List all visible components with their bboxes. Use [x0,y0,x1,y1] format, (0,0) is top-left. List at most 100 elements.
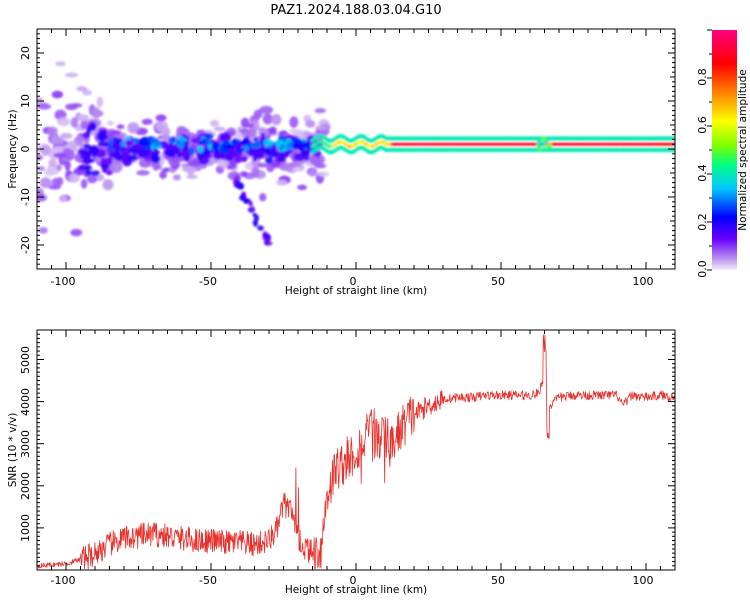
spectrogram-cell [268,126,277,134]
spectrogram-cell [314,125,326,130]
spectrogram-cell [83,143,91,150]
snr-series-line [37,334,675,570]
spectrogram-cell [234,155,242,164]
x-tick-label: 100 [633,574,654,587]
spectrogram-cell [101,157,113,165]
spectrogram-cell [253,219,258,227]
spectrogram-cell [120,146,125,153]
spectrogram-cell [207,143,213,151]
spectrogram-cell [544,138,549,143]
snr-ticks [36,330,676,570]
spectrogram-cell [87,175,98,184]
spectrogram-cell [73,135,84,147]
colorbar-tick-label: 0.6 [696,116,709,134]
y-tick-label: 5000 [19,346,32,374]
spectrogram-cell [262,233,271,239]
spectrogram-cell [38,227,48,234]
chart-title: PAZ1.2024.188.03.04.G10 [270,3,441,18]
spectrogram-cell [541,136,546,141]
spectrogram-cell [58,195,68,203]
y-tick-label: 2000 [19,472,32,500]
colorbar-tick-label: 0.8 [696,68,709,86]
spectrogram-cell [47,126,58,136]
spectrogram-cell [124,136,131,141]
spectrogram-cell [249,206,255,212]
spectrogram-cell [247,128,258,139]
spectrogram-cell [37,154,44,161]
colorbar-tick-label: 0.2 [696,213,709,231]
spectrogram-cell [305,120,316,128]
x-tick-label: 50 [491,275,505,288]
spectrogram-cell [109,148,116,153]
spectrogram-cell [257,162,268,168]
y-tick-label: 10 [19,94,32,108]
spectrogram-cell [302,142,312,149]
spectrogram-cell [48,159,57,167]
spectrogram-cell [64,72,79,78]
x-tick-label: 0 [350,275,357,288]
spectrogram-cell [262,113,273,125]
colorbar: 0.0 0.2 0.4 0.6 0.8 Normalized spectral … [696,29,749,278]
spectrogram-cell [271,149,278,156]
colorbar-tick-label: 0.4 [696,164,709,182]
x-tick-label: -50 [199,275,217,288]
spectrogram-cell [127,122,140,134]
y-tick-label: -10 [19,188,32,206]
spectrogram-cell [53,137,64,145]
spectrogram-cell [253,109,263,119]
spectrogram-cell [188,147,196,154]
y-tick-label: 4000 [19,388,32,416]
spectrogram-cell [160,133,171,141]
spectrogram-cell [152,142,162,147]
spectrogram-cell [297,184,308,191]
spectrogram-cell [96,96,104,108]
spectrogram-cell [181,166,190,172]
spectrogram-cell [536,140,541,145]
x-axis-label: Height of straight line (km) [285,285,427,297]
spectrogram-cell [68,173,80,183]
spectrogram-cell [51,90,64,99]
spectrogram-cell [82,89,92,96]
spectrogram-cell [80,178,88,189]
spectrogram-cell [317,171,330,177]
spectrogram-cell [183,141,190,145]
spectrogram-cell [257,225,264,231]
spectrogram-cell [85,169,92,176]
spectrogram-cell [251,119,260,132]
spectrogram-cell [259,105,274,114]
spectrogram-cell [309,154,322,166]
spectrogram-cell [37,166,46,171]
y-tick-label: 3000 [19,430,32,458]
y-tick-label: 20 [19,46,32,60]
spectrogram-cell [222,139,229,146]
spectrogram-cell [537,147,542,152]
spectrogram-cell [159,171,167,179]
spectrogram-cell [64,160,71,171]
spectrogram-ticks [36,28,676,270]
spectrogram-cell [120,141,127,147]
spectrogram-cell [177,141,185,149]
spectrogram-cell [77,164,89,171]
spectrogram-cell [51,177,61,187]
spectrogram-cell [186,164,195,176]
spectrogram-cell [244,145,249,152]
x-tick-label: 100 [633,275,654,288]
spectrogram-cell [95,174,105,182]
spectrogram-cell [191,137,199,144]
spectrogram-cell [240,155,248,163]
spectrogram-cell [137,152,145,159]
spectrogram-cell [243,198,250,204]
spectrogram-cell [292,166,305,172]
spectrogram-cell [277,157,286,162]
spectrogram-cell [294,152,305,162]
spectrogram-cell [163,167,170,173]
spectrogram-cell [70,103,83,108]
spectrogram-cell [547,145,552,150]
spectrogram-cell [240,171,248,178]
spectrogram-cell [212,143,219,150]
spectrogram-cell [80,150,90,161]
spectrogram-cell [176,127,190,138]
spectrogram-cell [187,160,202,167]
spectrogram-cell [213,126,226,132]
colorbar-ticks [707,29,712,271]
